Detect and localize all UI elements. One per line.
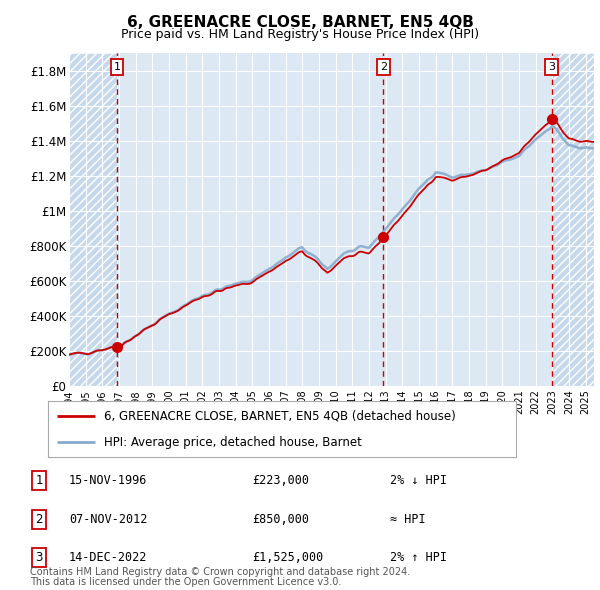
Text: 1: 1	[113, 62, 121, 72]
Text: 3: 3	[35, 551, 43, 564]
Text: 6, GREENACRE CLOSE, BARNET, EN5 4QB: 6, GREENACRE CLOSE, BARNET, EN5 4QB	[127, 15, 473, 30]
Text: 1: 1	[35, 474, 43, 487]
Text: 3: 3	[548, 62, 555, 72]
Text: £850,000: £850,000	[252, 513, 309, 526]
Text: £223,000: £223,000	[252, 474, 309, 487]
Text: ≈ HPI: ≈ HPI	[390, 513, 425, 526]
Text: 6, GREENACRE CLOSE, BARNET, EN5 4QB (detached house): 6, GREENACRE CLOSE, BARNET, EN5 4QB (det…	[104, 410, 456, 423]
Text: 15-NOV-1996: 15-NOV-1996	[69, 474, 148, 487]
Text: 07-NOV-2012: 07-NOV-2012	[69, 513, 148, 526]
Text: £1,525,000: £1,525,000	[252, 551, 323, 564]
Text: 14-DEC-2022: 14-DEC-2022	[69, 551, 148, 564]
Text: HPI: Average price, detached house, Barnet: HPI: Average price, detached house, Barn…	[104, 435, 362, 448]
Bar	[551, 53, 594, 386]
Text: This data is licensed under the Open Government Licence v3.0.: This data is licensed under the Open Gov…	[30, 577, 341, 587]
Text: Price paid vs. HM Land Registry's House Price Index (HPI): Price paid vs. HM Land Registry's House …	[121, 28, 479, 41]
Text: Contains HM Land Registry data © Crown copyright and database right 2024.: Contains HM Land Registry data © Crown c…	[30, 567, 410, 577]
Text: 2% ↑ HPI: 2% ↑ HPI	[390, 551, 447, 564]
Text: 2% ↓ HPI: 2% ↓ HPI	[390, 474, 447, 487]
Text: 2: 2	[380, 62, 387, 72]
Bar	[69, 53, 117, 386]
Text: 2: 2	[35, 513, 43, 526]
